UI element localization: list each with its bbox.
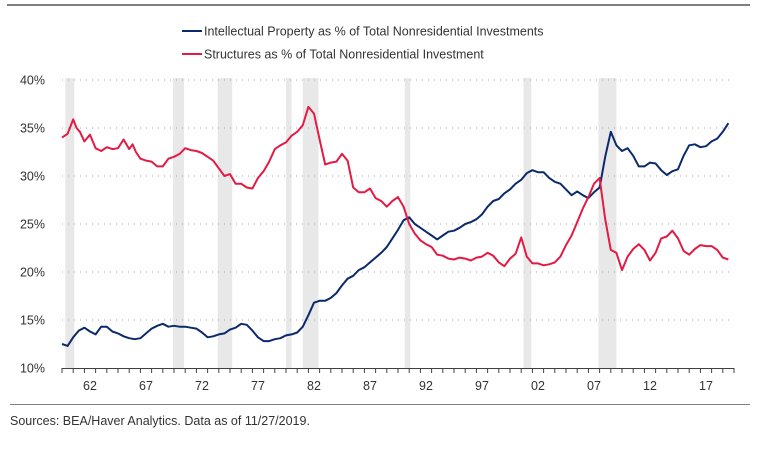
y-tick-label: 25%	[20, 218, 45, 232]
recession-band	[217, 78, 233, 368]
x-tick-label: 12	[643, 379, 657, 393]
source-note: Sources: BEA/Haver Analytics. Data as of…	[10, 414, 310, 428]
x-axis: 62 67 72 77 82 87 92 97 02 07 12 17	[61, 368, 735, 393]
y-tick-label: 10%	[20, 362, 45, 376]
series-line-structures	[61, 105, 729, 272]
recession-band	[404, 78, 411, 368]
y-tick-label: 30%	[20, 170, 45, 184]
x-tick-label: 07	[587, 379, 601, 393]
bottom-rule	[10, 404, 750, 405]
y-axis-labels: 10% 15% 20% 25% 30% 35% 40%	[20, 74, 45, 376]
x-tick-label: 72	[195, 379, 209, 393]
y-tick-label: 20%	[20, 266, 45, 280]
x-tick-label: 02	[531, 379, 545, 393]
x-tick-label: 87	[363, 379, 377, 393]
gridlines	[62, 79, 734, 321]
recession-band	[523, 78, 532, 368]
x-tick-label: 82	[307, 379, 321, 393]
x-tick-label: 92	[419, 379, 433, 393]
x-tick-label: 17	[699, 379, 713, 393]
series-lines	[61, 105, 730, 347]
recession-band	[172, 78, 185, 368]
x-tick-label: 77	[251, 379, 265, 393]
x-tick-label: 62	[83, 379, 97, 393]
recession-band	[65, 78, 75, 368]
recession-bands	[65, 78, 617, 368]
legend-label-ip: Intellectual Property as % of Total Nonr…	[204, 25, 544, 39]
y-tick-label: 35%	[20, 122, 45, 136]
series-line-intellectual-property	[61, 122, 730, 347]
recession-band	[302, 78, 319, 368]
recession-band	[598, 78, 617, 368]
y-tick-label: 40%	[20, 74, 45, 88]
y-tick-label: 15%	[20, 314, 45, 328]
top-rule	[7, 4, 750, 6]
x-tick-label: 97	[475, 379, 489, 393]
recession-band	[286, 78, 292, 368]
x-tick-label: 67	[139, 379, 153, 393]
legend: Intellectual Property as % of Total Nonr…	[182, 25, 544, 62]
legend-label-structures: Structures as % of Total Nonresidential …	[204, 48, 484, 62]
